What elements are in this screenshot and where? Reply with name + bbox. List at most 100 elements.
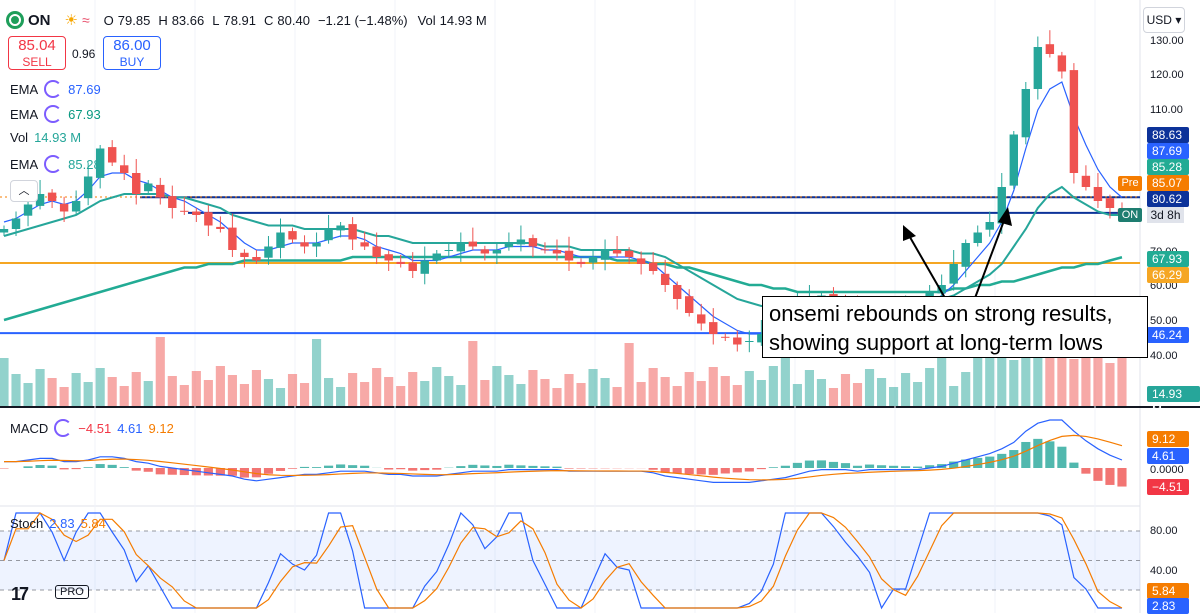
candle-body <box>421 261 429 274</box>
ema-legend-3[interactable]: EMA 85.28 <box>10 155 101 173</box>
macd-histogram-bar <box>132 468 141 471</box>
macd-histogram-bar <box>805 461 814 468</box>
candle-body <box>649 263 657 271</box>
candle-body <box>673 285 681 299</box>
volume-bar <box>1057 350 1066 406</box>
candle-body <box>24 205 32 216</box>
macd-histogram-bar <box>420 468 429 470</box>
cycle-icon[interactable] <box>44 105 62 123</box>
macd-histogram-bar <box>264 468 273 474</box>
candle-body <box>1046 44 1054 54</box>
candle-body <box>529 238 537 246</box>
volume-bar <box>564 374 573 406</box>
ema-1-name: EMA <box>10 82 38 97</box>
macd-histogram-bar <box>60 468 69 469</box>
macd-histogram-bar <box>973 458 982 468</box>
volume-bar <box>48 378 57 406</box>
macd-legend[interactable]: MACD −4.51 4.61 9.12 <box>10 419 174 437</box>
macd-histogram-bar <box>564 468 573 469</box>
volume-bar <box>72 373 81 406</box>
ema-legend-2[interactable]: EMA 67.93 <box>10 105 101 123</box>
macd-histogram-bar <box>528 466 537 468</box>
cycle-icon[interactable] <box>54 419 72 437</box>
macd-histogram-bar <box>1117 468 1126 487</box>
buy-button[interactable]: 86.00 BUY <box>103 36 161 70</box>
macd-histogram-bar <box>685 468 694 474</box>
vol-legend[interactable]: Vol 14.93 M <box>10 130 81 145</box>
macd-histogram-bar <box>697 468 706 474</box>
candle-body <box>384 254 392 260</box>
macd-histogram-bar <box>745 468 754 472</box>
volume-bar <box>480 380 489 406</box>
volume-bar <box>192 371 201 406</box>
cycle-icon[interactable] <box>44 155 62 173</box>
volume-bar <box>23 383 32 406</box>
price-tag-46-24: 46.24 <box>1147 327 1189 343</box>
stoch-d-value: 5.84 <box>81 516 106 531</box>
volume-bar <box>661 377 670 406</box>
volume-bar <box>637 382 646 406</box>
currency-label: USD <box>1147 13 1172 27</box>
macd-histogram-bar <box>408 468 417 471</box>
macd-histogram-bar <box>1093 468 1102 481</box>
candle-body <box>1010 135 1018 186</box>
candle-body <box>84 177 92 199</box>
volume-bar <box>336 387 345 406</box>
annotation-line-2: showing support at long-term lows <box>769 328 1147 357</box>
volume-bar <box>276 388 285 406</box>
wave-icon[interactable]: ≈ <box>82 12 90 28</box>
stoch-name: Stoch <box>10 516 43 531</box>
macd-histogram-bar <box>456 466 465 468</box>
ema-legend-1[interactable]: EMA 87.69 <box>10 80 101 98</box>
candle-body <box>360 242 368 246</box>
candle-body <box>469 242 477 247</box>
pro-badge: PRO <box>55 585 89 599</box>
currency-selector[interactable]: USD ▾ <box>1143 7 1185 33</box>
volume-bar <box>11 374 20 406</box>
candle-body <box>72 201 80 212</box>
symbol-name[interactable]: ON <box>28 12 51 29</box>
macd-histogram-bar <box>1009 450 1018 468</box>
volume-bar <box>516 384 525 406</box>
volume-bar <box>60 387 69 406</box>
volume-bar <box>685 372 694 406</box>
macd-histogram-bar <box>709 468 718 475</box>
volume-bar <box>108 377 117 406</box>
volume-bar <box>588 369 597 406</box>
candle-body <box>216 227 224 229</box>
volume-bar <box>552 388 561 406</box>
macd-histogram-bar <box>769 467 778 468</box>
high-label: H <box>158 13 167 28</box>
annotation-callout[interactable]: onsemi rebounds on strong results, showi… <box>762 296 1148 358</box>
sell-button[interactable]: 85.04 SELL <box>8 36 66 70</box>
candle-body <box>625 251 633 257</box>
macd-histogram-bar <box>348 465 357 468</box>
premarket-tag: Pre <box>1118 176 1142 191</box>
volume-bar <box>925 368 934 406</box>
candle-body <box>505 243 513 247</box>
sun-icon[interactable]: ☀ <box>65 11 78 29</box>
macd-histogram-bar <box>552 467 561 468</box>
volume-bar <box>144 381 153 406</box>
candle-body <box>108 147 116 162</box>
sell-price: 85.04 <box>9 38 65 54</box>
volume-bar <box>468 341 477 406</box>
candle-body <box>577 262 585 264</box>
candle-body <box>709 322 717 334</box>
collapse-legend-button[interactable]: ︿ <box>10 180 38 202</box>
candle-body <box>986 222 994 230</box>
volume-bar <box>613 387 622 406</box>
cycle-icon[interactable] <box>44 80 62 98</box>
tradingview-logo[interactable]: 17 <box>11 584 27 605</box>
candle-body <box>697 314 705 323</box>
stoch-k-value: 2.83 <box>49 516 74 531</box>
macd-histogram-bar <box>480 465 489 468</box>
vol-legend-value: 14.93 M <box>34 130 81 145</box>
spread-value: 0.96 <box>72 47 95 61</box>
macd-histogram-bar <box>336 464 345 468</box>
volume-bar <box>120 386 129 406</box>
stoch-legend[interactable]: Stoch 2.83 5.84 <box>10 516 106 531</box>
candle-body <box>457 243 465 251</box>
macd-histogram-bar <box>312 467 321 468</box>
volume-bar <box>769 366 778 406</box>
